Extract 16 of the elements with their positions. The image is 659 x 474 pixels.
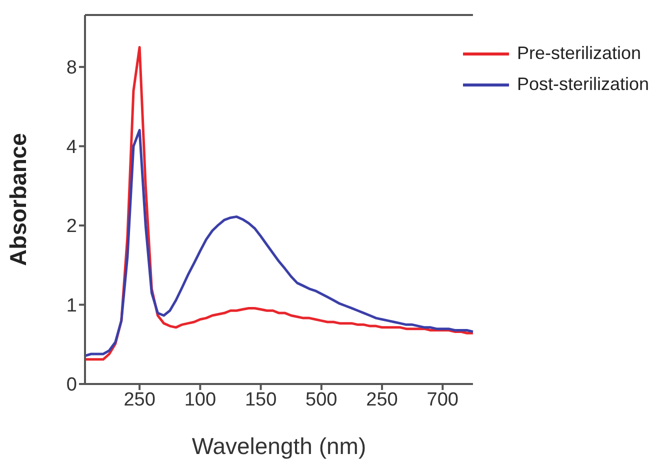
x-tick-label: 250 [124, 389, 156, 410]
y-tick-label: 2 [66, 216, 77, 238]
x-axis-title: Wavelength (nm) [192, 433, 366, 459]
y-tick-label: 0 [66, 374, 77, 396]
x-tick-label: 150 [244, 389, 277, 410]
y-tick-label: 1 [66, 295, 77, 316]
x-tick-label: 700 [426, 389, 458, 410]
y-tick-label: 4 [66, 136, 78, 158]
x-tick-label: 500 [306, 389, 338, 410]
legend-label: Pre-sterilization [516, 43, 641, 64]
y-tick-label: 8 [66, 58, 77, 79]
x-tick-label: 250 [366, 389, 398, 410]
x-tick-label: 100 [184, 389, 216, 410]
y-axis-title: Absorbance [5, 133, 32, 266]
line-series [84, 128, 474, 358]
legend-label: Post-sterilization [516, 74, 649, 95]
